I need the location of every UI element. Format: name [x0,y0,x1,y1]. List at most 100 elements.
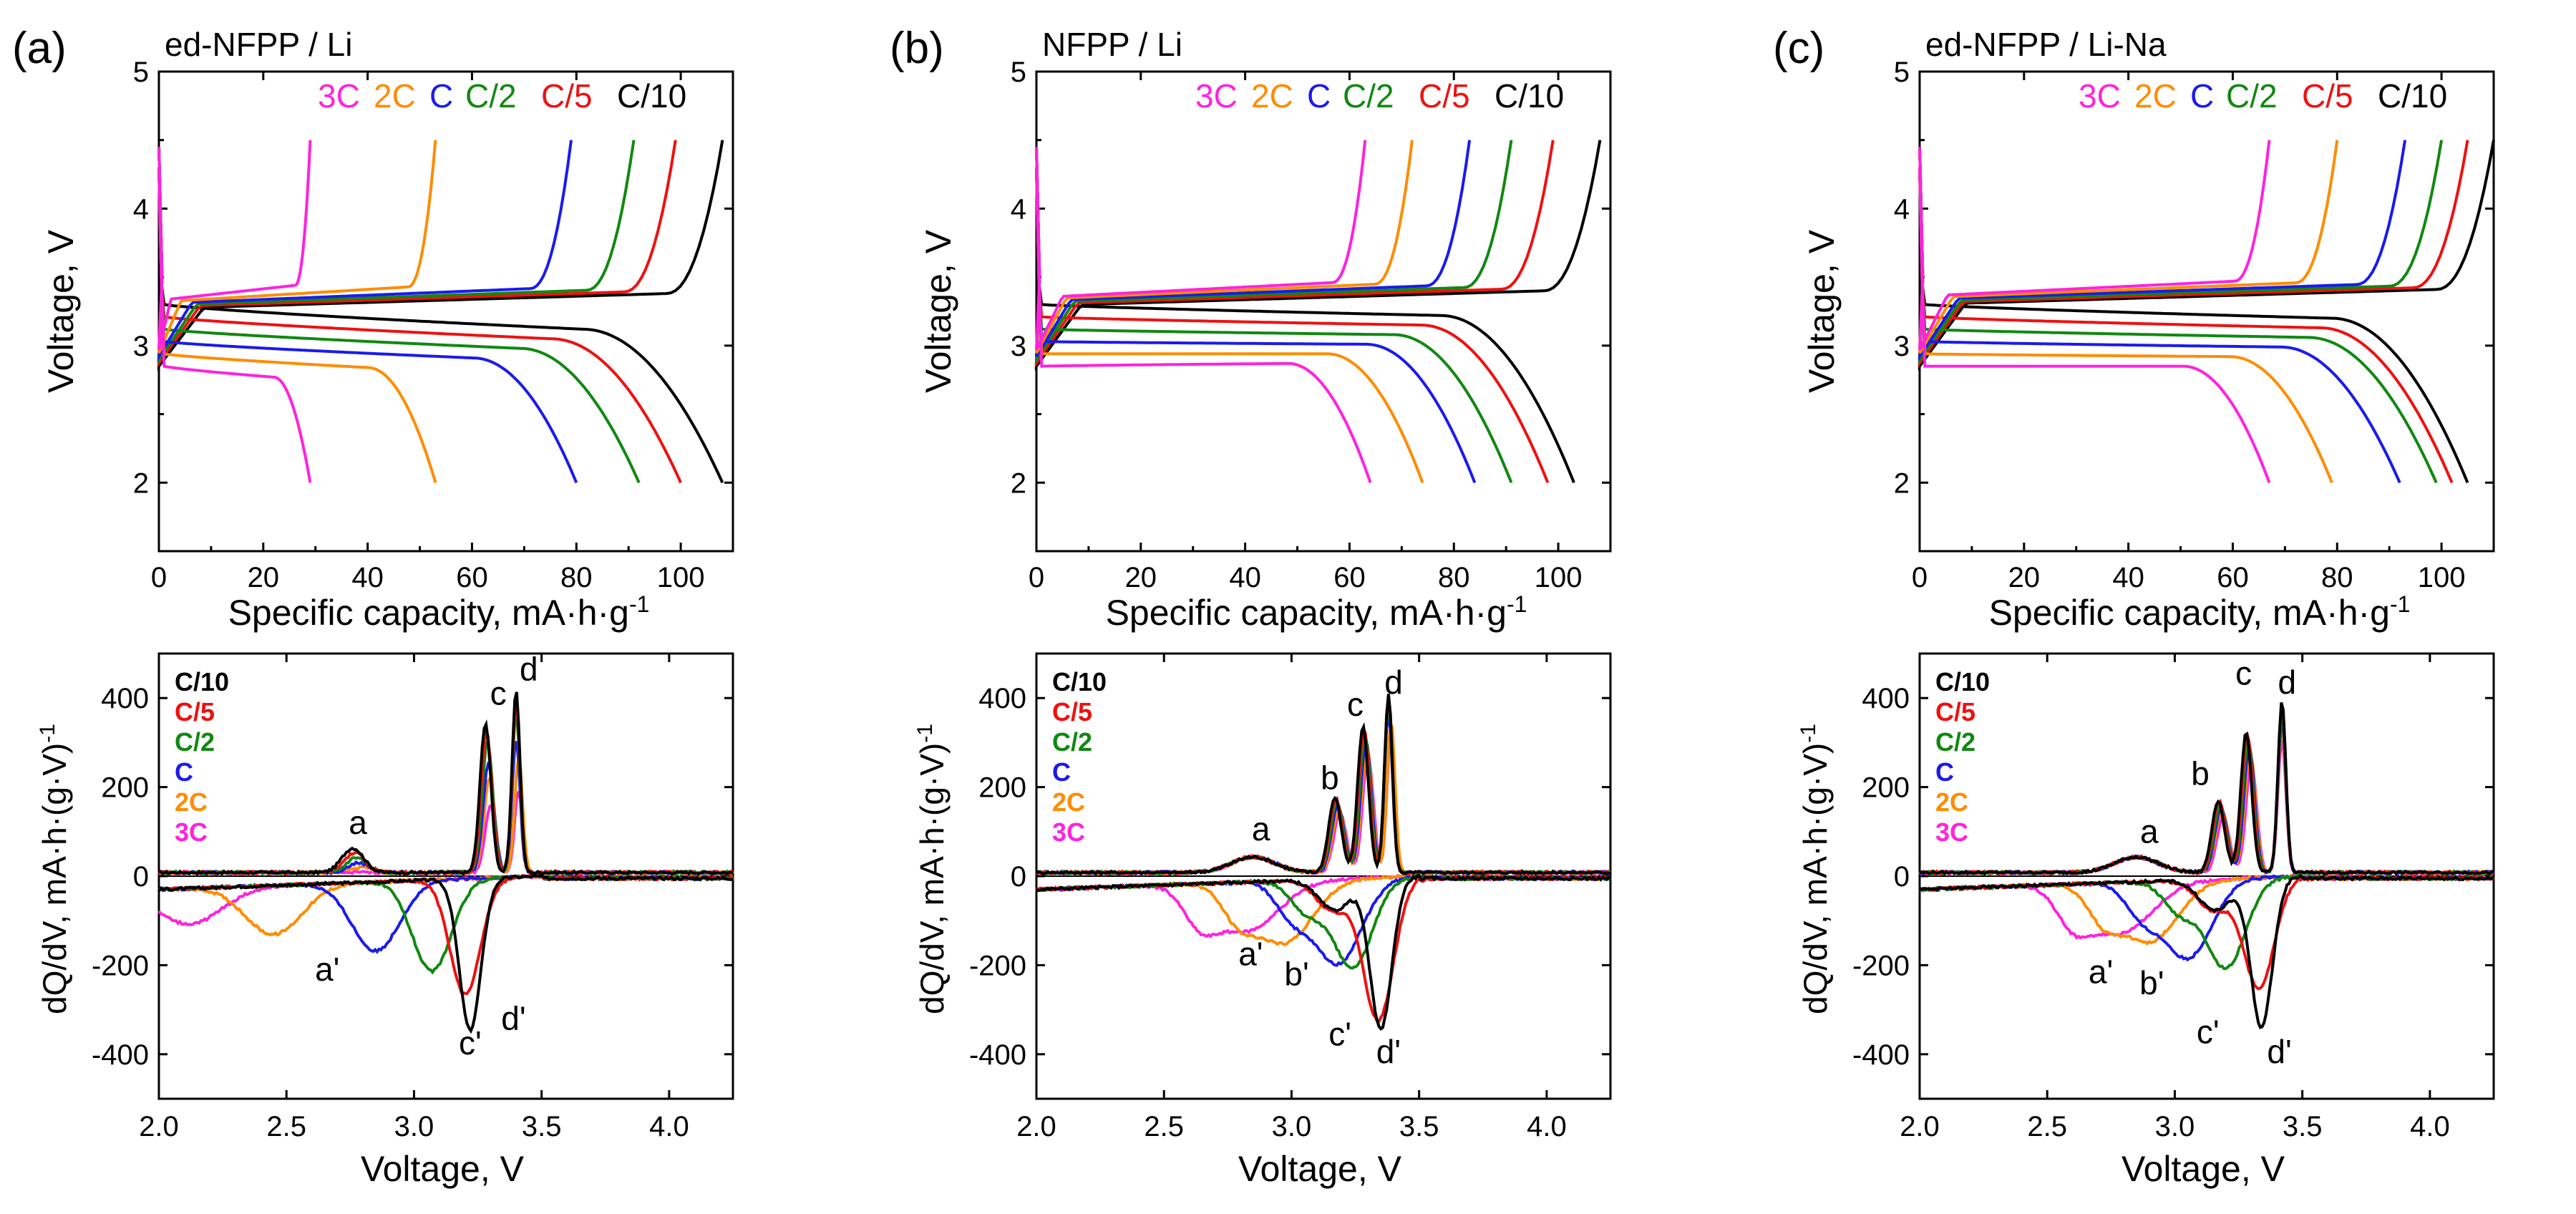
dqdv-curves [1918,701,2495,1029]
charge-curve-C/5 [157,140,677,368]
y-tick-label: 0 [133,861,149,893]
peak-label: c [1347,686,1364,723]
charge-curve-3C [1918,140,2271,351]
y-tick-label: -400 [969,1039,1026,1071]
charge-dqdv-C [1919,720,2495,876]
legend-entry: C/10 [1494,77,1564,115]
x-tick-label: 3.5 [2283,1111,2323,1142]
legend-entry: 2C [2134,77,2177,115]
legend-entry: C/5 [2302,77,2353,115]
peak-label: b [2191,754,2210,792]
dqdv-curves [1035,694,1612,1031]
discharge-curve-3C [1918,167,2271,484]
x-tick-label: 20 [248,562,280,593]
discharge-dqdv-C/5 [1919,875,2495,991]
x-tick-label: 80 [2321,562,2353,593]
charge-curve-2C [1918,140,2339,354]
legend-entry: 3C [1195,77,1238,115]
charge-curve-C/5 [1918,140,2469,368]
legend-entry: C/10 [1052,667,1107,696]
discharge-curve-3C [1035,167,1372,483]
capacity-plot: 0 20 40 60 80 100 2 3 4 5 Specific capacity, mA·h·… [41,57,734,633]
x-axis-label: Voltage, V [1238,1149,1402,1189]
y-tick-label: 5 [1894,57,1910,88]
y-tick-label: 0 [1011,861,1026,893]
y-tick-label: 4 [133,193,149,225]
y-tick-label: -400 [1852,1039,1910,1071]
legend-entry: C/2 [1935,727,1975,757]
charge-dqdv-C/10 [158,691,734,876]
y-tick-label: 400 [101,683,149,714]
x-tick-label: 3.0 [394,1111,434,1142]
legend-entry: C/5 [541,77,593,115]
legend-entry: 3C [2079,77,2121,115]
legend-entry: C/5 [175,697,215,727]
legend-entry: C/5 [1419,77,1470,115]
dqdv-curves [157,691,734,1034]
charge-curve-C/10 [157,140,724,371]
charge-curve-C/10 [1034,140,1602,372]
legend-entry: 3C [318,77,360,115]
discharge-curve-2C [1918,167,2333,484]
charge-curve-2C [157,140,437,354]
peak-label: a [349,804,367,841]
x-tick-label: 40 [351,562,384,593]
legend-entry: 3C [1935,817,1968,847]
legend-entry: C/2 [1052,727,1092,757]
discharge-curve-C/10 [1918,167,2469,484]
charge-curve-2C [1035,140,1414,354]
plot-frame [1035,70,1612,553]
discharge-curve-C [157,167,578,484]
charge-curve-3C [157,140,312,351]
peak-label: c' [2197,1013,2220,1050]
legend-entry: 2C [374,77,416,115]
peak-label: b' [1284,955,1308,992]
panel-title: ed-NFPP / Li [165,26,352,63]
x-tick-label: 3.0 [2155,1111,2195,1142]
legend-entry: C [2190,77,2214,115]
x-tick-label: 80 [1438,562,1470,593]
x-axis-label: Specific capacity, mA·h·g-1 [228,591,650,633]
discharge-curve-C/5 [157,167,682,484]
capacity-plot: 0 20 40 60 80 100 2 3 4 5 Specific capacity, mA·h·… [918,57,1612,633]
peak-label: b' [2139,964,2164,1001]
y-tick-label: -200 [92,950,149,981]
charge-dqdv-2C [1919,726,2494,876]
y-tick-label: 200 [101,772,149,804]
legend-entry: C [1307,77,1331,115]
x-tick-label: 20 [2008,562,2041,593]
charge-dqdv-C/10 [1919,701,2494,876]
charge-curve-C/10 [1918,140,2495,372]
y-tick-label: 2 [1011,467,1026,499]
peak-label: a' [1238,935,1263,972]
y-tick-label: 400 [978,683,1026,714]
x-tick-label: 100 [2418,562,2466,593]
charge-curve-3C [1035,140,1367,351]
discharge-curve-3C [157,167,312,483]
x-tick-label: 0 [151,562,167,593]
capacity-plot: 0 20 40 60 80 100 2 3 4 5 Specific capacity, mA·h·… [1802,57,2495,633]
y-axis-label: dQ/dV, mA·h·(g·V)-1 [913,724,951,1014]
x-tick-label: 3.5 [1399,1111,1439,1142]
discharge-curve-C/5 [1035,167,1550,484]
x-tick-label: 100 [1535,562,1583,593]
peak-label: a [1252,810,1270,848]
y-tick-label: 200 [1862,772,1910,804]
panel-title: NFPP / Li [1042,26,1182,63]
legend-entry: C/10 [175,667,229,696]
plot-frame [1918,70,2495,553]
x-tick-label: 2.5 [2027,1111,2067,1142]
charge-curve-C/2 [1034,140,1513,365]
y-tick-label: -400 [92,1039,149,1071]
discharge-dqdv-C/10 [157,874,734,1034]
x-tick-label: 4.0 [1527,1111,1567,1142]
legend-entry: 3C [175,817,208,847]
x-axis-label: Voltage, V [361,1149,525,1189]
discharge-dqdv-C [1036,873,1612,967]
discharge-curve-2C [157,167,437,483]
charge-curve-C [157,140,573,362]
peak-label: a' [2089,953,2113,990]
panel-title: ed-NFPP / Li-Na [1925,26,2167,63]
dqdv-plot: 2.0 2.5 3.0 3.5 4.0 -400 -200 0 200 400 Voltage, V… [36,650,734,1189]
legend-entry: 2C [1052,787,1085,817]
